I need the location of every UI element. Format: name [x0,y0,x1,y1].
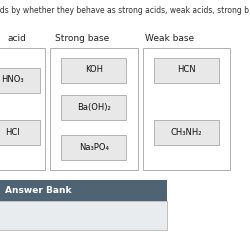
FancyBboxPatch shape [61,135,126,160]
FancyBboxPatch shape [61,95,126,120]
Text: Strong base: Strong base [55,34,109,43]
Text: Weak base: Weak base [145,34,194,43]
Text: HCl: HCl [5,128,20,137]
FancyBboxPatch shape [154,58,219,82]
FancyBboxPatch shape [142,48,230,170]
Text: nds by whether they behave as strong acids, weak acids, strong b: nds by whether they behave as strong aci… [0,6,249,15]
Text: Answer Bank: Answer Bank [5,186,71,195]
Text: KOH: KOH [85,66,103,74]
Text: HNO₃: HNO₃ [1,76,24,84]
Text: HCN: HCN [177,66,196,74]
FancyBboxPatch shape [0,201,168,230]
FancyBboxPatch shape [0,48,45,170]
Text: Na₃PO₄: Na₃PO₄ [79,143,109,152]
FancyBboxPatch shape [0,68,40,92]
FancyBboxPatch shape [154,120,219,145]
FancyBboxPatch shape [61,58,126,82]
FancyBboxPatch shape [0,120,40,145]
FancyBboxPatch shape [50,48,138,170]
Text: acid: acid [8,34,26,43]
Text: Ba(OH)₂: Ba(OH)₂ [77,103,110,112]
FancyBboxPatch shape [0,180,168,201]
Text: CH₃NH₂: CH₃NH₂ [170,128,202,137]
